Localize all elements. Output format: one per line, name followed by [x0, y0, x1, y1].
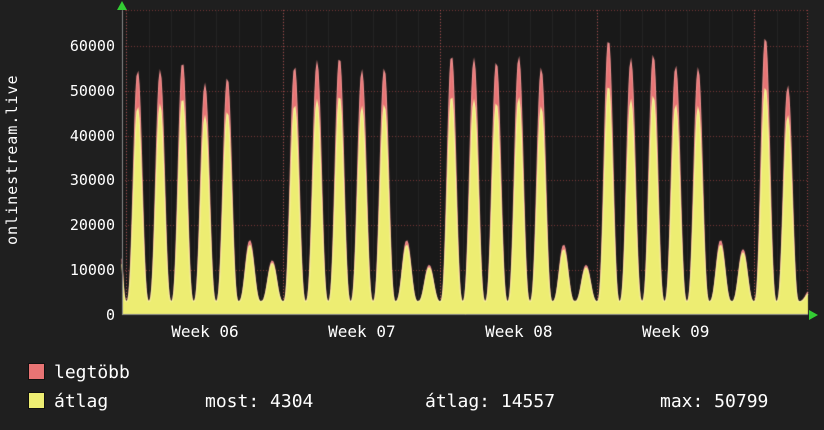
y-axis-tick-label: 40000: [69, 126, 115, 145]
legend-swatch-avg: [28, 392, 45, 409]
y-axis-tick-label: 20000: [69, 216, 115, 235]
stat-max: max: 50799: [660, 391, 769, 412]
y-axis-tick-label: 0: [105, 306, 115, 324]
legend-label-avg: átlag: [54, 391, 109, 412]
legend-label-max: legtöbb: [54, 362, 130, 383]
y-axis-tick-label: 10000: [69, 261, 115, 280]
y-axis-tick-label: 50000: [69, 81, 115, 100]
x-axis-week-label: Week 06: [171, 322, 239, 341]
x-axis-week-label: Week 09: [642, 322, 710, 341]
y-axis-tick-label: 30000: [69, 171, 115, 190]
x-axis-arrow-icon: [809, 310, 818, 320]
stat-average: átlag: 14557: [425, 391, 556, 412]
legend-swatch-max: [28, 363, 45, 380]
y-axis-tick-label: 60000: [69, 36, 115, 55]
x-axis-week-label: Week 07: [328, 322, 396, 341]
legend-row-avg: átlag: [28, 391, 108, 412]
stat-current: most: 4304: [205, 391, 314, 412]
y-axis-arrow-icon: [117, 1, 127, 10]
legend-row-max: legtöbb: [28, 362, 130, 383]
x-axis-week-label: Week 08: [485, 322, 553, 341]
